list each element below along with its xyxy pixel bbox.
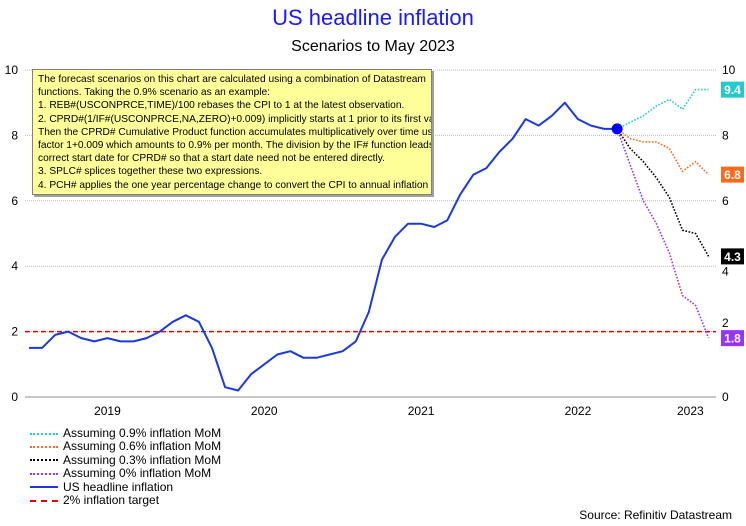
annotation-line: correct start date for CPRD# so that a s…	[38, 153, 385, 165]
legend-swatch	[30, 459, 58, 462]
source-note: Source: Refinitiv Datastream	[579, 508, 732, 522]
x-tick-label: 2021	[408, 404, 435, 418]
chart-subtitle: Scenarios to May 2023	[291, 38, 455, 55]
y-tick-label: 4	[11, 259, 18, 273]
legend-swatch	[30, 432, 58, 435]
y-tick-label: 4	[722, 264, 729, 278]
legend-label: US headline inflation	[63, 479, 174, 494]
legend-label: Assuming 0.3% inflation MoM	[63, 452, 222, 467]
headline-inflation-line	[29, 101, 618, 392]
legend-item-0-6pct: Assuming 0.6% inflation MoM	[30, 439, 222, 454]
x-axis: 2019 2020 2021 2022 2023	[94, 404, 704, 418]
y-tick-label: 8	[11, 128, 18, 142]
x-tick-label: 2019	[94, 404, 121, 418]
end-label: 1.8	[724, 332, 741, 346]
gridlines	[25, 69, 716, 398]
x-tick-label: 2022	[565, 404, 592, 418]
x-tick-label: 2023	[677, 404, 704, 418]
y-axis-right: 0 2 4 6 8 10	[722, 63, 736, 404]
end-label-box	[721, 248, 744, 265]
annotation-line: 4. PCH# applies the one year percentage …	[38, 179, 432, 191]
end-label: 6.8	[724, 168, 741, 182]
legend-item-0pct: Assuming 0% inflation MoM	[30, 466, 221, 481]
scenario-line	[616, 128, 710, 257]
y-tick-label: 10	[5, 63, 19, 77]
end-label: 4.3	[724, 250, 741, 264]
x-tick-label: 2020	[251, 404, 278, 418]
legend-label: 2% inflation target	[63, 492, 160, 507]
legend: Assuming 0.9% inflation MoM Assuming 0.6…	[30, 426, 222, 507]
legend-swatch	[30, 486, 58, 489]
annotation-line: 1. REB#(USCONPRCE,TIME)/100 rebases the …	[38, 100, 405, 112]
legend-label: Assuming 0.9% inflation MoM	[63, 426, 222, 440]
end-label: 9.4	[724, 83, 741, 97]
legend-label: Assuming 0% inflation MoM	[63, 466, 212, 481]
y-tick-label: 0	[722, 390, 729, 404]
legend-label: Assuming 0.6% inflation MoM	[63, 439, 222, 454]
end-label-box	[721, 330, 744, 347]
y-axis-left: 0 2 4 6 8 10	[5, 63, 19, 404]
y-tick-label: 6	[722, 194, 729, 208]
y-tick-label: 6	[11, 194, 18, 208]
y-tick-label: 8	[722, 128, 729, 142]
legend-item-0-3pct: Assuming 0.3% inflation MoM	[30, 452, 222, 467]
y-tick-label: 2	[11, 325, 18, 339]
legend-swatch	[30, 446, 58, 449]
end-label-box	[721, 81, 744, 98]
scenario-line	[616, 128, 710, 176]
annotation-line: functions. Taking the 0.9% scenario as a…	[38, 87, 270, 99]
scenario-line	[616, 88, 709, 130]
methodology-annotation: The forecast scenarios on this chart are…	[32, 69, 432, 195]
legend-swatch	[30, 499, 58, 502]
scenario-line	[616, 128, 710, 339]
legend-swatch	[30, 472, 58, 475]
y-tick-label: 0	[11, 390, 18, 404]
chart-title: US headline inflation	[272, 5, 474, 30]
annotation-line: 3. SPLC# splices together these two expr…	[38, 166, 263, 178]
series-lines	[25, 88, 716, 392]
end-label-box	[721, 166, 744, 183]
annotation-line: 2. CPRD#(1/IF#(USCONPRCE,NA,ZERO)+0.009)…	[38, 113, 432, 125]
legend-item-target: 2% inflation target	[30, 492, 221, 507]
y-tick-label: 2	[722, 316, 729, 330]
annotation-line: The forecast scenarios on this chart are…	[38, 74, 426, 85]
end-labels: 9.4 6.8 4.3 1.8	[721, 81, 744, 347]
legend-item-headline: US headline inflation	[30, 479, 221, 494]
annotation-line: factor 1+0.009 which amounts to 0.9% per…	[38, 139, 432, 151]
latest-observation-marker	[611, 123, 623, 135]
annotation-line: Then the CPRD# Cumulative Product functi…	[38, 126, 432, 138]
legend-item-0-9pct: Assuming 0.9% inflation MoM	[30, 426, 222, 440]
y-tick-label: 10	[722, 63, 736, 77]
